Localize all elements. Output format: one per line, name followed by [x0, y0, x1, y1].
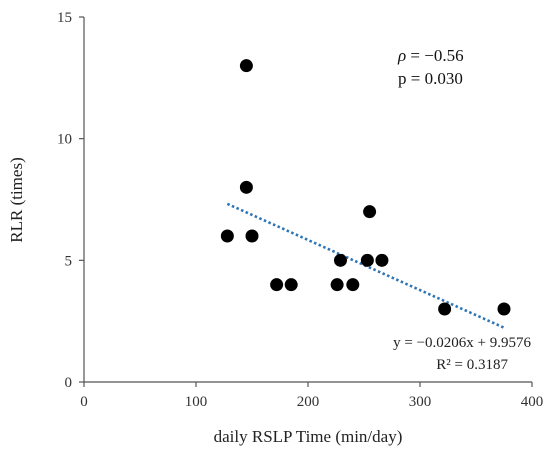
y-tick-label: 10: [57, 132, 72, 148]
x-tick-label: 300: [409, 394, 432, 410]
data-point: [363, 205, 377, 219]
y-tick-label: 0: [65, 375, 73, 391]
y-tick-label: 15: [57, 10, 72, 26]
data-point: [497, 302, 511, 316]
x-axis-title: daily RSLP Time (min/day): [214, 427, 403, 446]
data-point: [270, 278, 284, 292]
y-tick-label: 5: [65, 253, 73, 269]
data-point: [360, 253, 374, 267]
r-squared-annotation: R² = 0.3187: [436, 357, 508, 373]
x-tick-label: 0: [80, 394, 88, 410]
axes: [83, 17, 532, 383]
data-point: [220, 229, 234, 243]
x-tick-label: 100: [185, 394, 208, 410]
equation-annotation: y = −0.0206x + 9.9576: [393, 335, 531, 351]
data-point: [438, 302, 452, 316]
x-tick-label: 200: [297, 394, 320, 410]
data-point: [330, 278, 344, 292]
ticks: 0 100 200 300 400 0 5 10 15: [57, 10, 543, 410]
data-point: [239, 180, 253, 194]
rho-symbol: ρ: [397, 46, 406, 65]
data-point: [375, 253, 389, 267]
data-point: [346, 278, 360, 292]
data-point: [245, 229, 259, 243]
x-tick-label: 400: [521, 394, 544, 410]
data-point: [284, 278, 298, 292]
rho-value: = −0.56: [406, 46, 463, 65]
p-value-annotation: p = 0.030: [398, 69, 463, 88]
y-axis-title: RLR (times): [7, 157, 26, 242]
points-group: [220, 59, 511, 316]
rho-annotation: ρ = −0.56: [397, 46, 464, 65]
data-point: [333, 253, 347, 267]
data-point: [239, 59, 253, 73]
